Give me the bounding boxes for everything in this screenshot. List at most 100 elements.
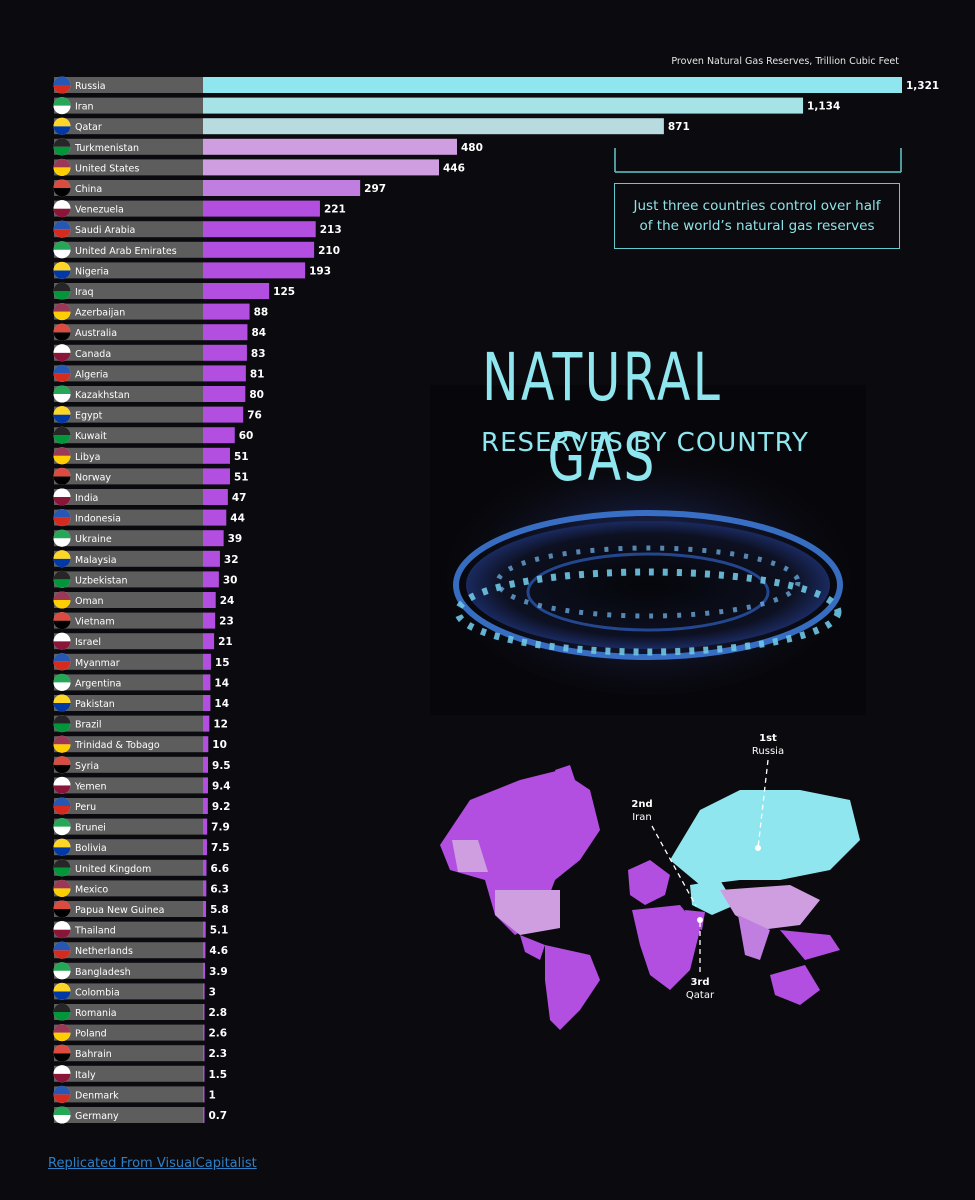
flag-icon-algeria bbox=[53, 364, 71, 382]
bar-row-pakistan: Pakistan 14 bbox=[53, 694, 229, 712]
flag-lower-saudi-arabia bbox=[53, 229, 71, 238]
flag-icon-uzbekistan bbox=[53, 570, 71, 588]
map-country-qatar: Qatar bbox=[685, 990, 715, 1001]
category-label-denmark: Denmark bbox=[75, 1090, 119, 1101]
bar-nigeria bbox=[203, 262, 306, 279]
flag-lower-qatar bbox=[53, 126, 71, 135]
category-label-vietnam: Vietnam bbox=[75, 617, 115, 628]
value-label-syria: 9.5 bbox=[212, 760, 231, 772]
category-label-united-states: United States bbox=[75, 163, 139, 174]
bar-indonesia bbox=[203, 509, 227, 526]
bar-canada bbox=[203, 344, 247, 361]
category-label-united-arab-emirates: United Arab Emirates bbox=[75, 246, 177, 257]
category-label-bg-canada bbox=[54, 344, 203, 361]
bar-uzbekistan bbox=[203, 571, 219, 588]
bar-row-united-kingdom: United Kingdom 6.6 bbox=[53, 859, 229, 877]
category-label-uzbekistan: Uzbekistan bbox=[75, 575, 127, 586]
category-label-bg-peru bbox=[54, 798, 203, 814]
bar-row-egypt: Egypt 76 bbox=[53, 406, 262, 424]
flag-icon-poland bbox=[53, 1024, 71, 1042]
bar-iran bbox=[203, 97, 804, 114]
flag-upper-bolivia bbox=[53, 838, 71, 848]
bar-row-algeria: Algeria 81 bbox=[53, 364, 264, 382]
category-label-bg-trinidad-tobago bbox=[54, 736, 203, 753]
flag-upper-vietnam bbox=[53, 612, 71, 621]
category-label-algeria: Algeria bbox=[75, 369, 108, 380]
bar-row-united-arab-emirates: United Arab Emirates 210 bbox=[53, 241, 340, 259]
flag-lower-australia bbox=[53, 332, 71, 341]
bar-row-trinidad-tobago: Trinidad & Tobago 10 bbox=[53, 735, 227, 753]
flag-lower-vietnam bbox=[53, 620, 71, 630]
map-rank-iran: 2nd bbox=[631, 799, 653, 810]
value-label-brazil: 12 bbox=[213, 719, 228, 731]
bar-iraq bbox=[203, 283, 270, 299]
bar-thailand bbox=[203, 921, 206, 938]
category-label-india: India bbox=[75, 493, 98, 504]
flag-icon-mexico bbox=[53, 879, 71, 897]
category-label-bg-mexico bbox=[54, 880, 203, 897]
category-label-bg-kuwait bbox=[54, 427, 203, 444]
flag-icon-argentina bbox=[53, 673, 71, 691]
flag-icon-trinidad-tobago bbox=[53, 735, 71, 753]
flag-icon-australia bbox=[53, 323, 71, 341]
flag-upper-norway bbox=[53, 467, 71, 477]
flag-upper-thailand bbox=[53, 921, 71, 930]
category-label-bg-kazakhstan bbox=[54, 386, 203, 402]
category-label-bg-nigeria bbox=[54, 262, 203, 279]
flag-lower-china bbox=[53, 188, 71, 197]
value-label-italy: 1.5 bbox=[209, 1069, 228, 1081]
flag-icon-qatar bbox=[53, 117, 71, 135]
category-label-ukraine: Ukraine bbox=[75, 534, 112, 545]
bar-united-states bbox=[203, 159, 439, 176]
flag-upper-saudi-arabia bbox=[53, 220, 71, 230]
value-label-united-arab-emirates: 210 bbox=[318, 245, 340, 257]
category-label-china: China bbox=[75, 184, 102, 195]
bar-row-myanmar: Myanmar 15 bbox=[53, 653, 230, 671]
category-label-iran: Iran bbox=[75, 102, 94, 113]
flag-icon-united-states bbox=[53, 158, 71, 176]
value-label-ukraine: 39 bbox=[228, 533, 243, 545]
flag-icon-russia bbox=[53, 76, 71, 94]
bar-pakistan bbox=[203, 695, 211, 711]
bar-qatar bbox=[203, 118, 664, 135]
bars-layer: Russia 1,321 Iran 1,134 Qatar 871 Turkmenistan… bbox=[53, 76, 939, 1124]
category-label-qatar: Qatar bbox=[75, 122, 102, 133]
value-label-malaysia: 32 bbox=[224, 554, 239, 566]
category-label-bg-poland bbox=[54, 1024, 203, 1041]
flag-upper-brunei bbox=[53, 818, 71, 827]
value-label-norway: 51 bbox=[234, 471, 249, 483]
flag-lower-indonesia bbox=[53, 517, 71, 527]
bar-denmark bbox=[203, 1086, 205, 1103]
flag-lower-ukraine bbox=[53, 538, 71, 547]
flag-lower-malaysia bbox=[53, 558, 71, 568]
flag-icon-canada bbox=[53, 344, 71, 362]
flag-icon-india bbox=[53, 488, 71, 506]
flag-upper-ukraine bbox=[53, 529, 71, 539]
flag-lower-bangladesh bbox=[53, 970, 71, 980]
bar-row-united-states: United States 446 bbox=[53, 158, 465, 176]
flag-icon-libya bbox=[53, 447, 71, 465]
bar-row-kazakhstan: Kazakhstan 80 bbox=[53, 385, 264, 403]
bar-row-yemen: Yemen 9.4 bbox=[53, 776, 231, 794]
flag-upper-bangladesh bbox=[53, 962, 71, 971]
source-link[interactable]: Replicated From VisualCapitalist bbox=[48, 1156, 257, 1171]
bar-row-bahrain: Bahrain 2.3 bbox=[53, 1044, 227, 1062]
bar-row-italy: Italy 1.5 bbox=[53, 1065, 228, 1083]
flag-upper-malaysia bbox=[53, 550, 71, 559]
category-label-bg-vietnam bbox=[54, 612, 203, 629]
category-label-bg-ukraine bbox=[54, 530, 203, 547]
category-label-germany: Germany bbox=[75, 1111, 119, 1122]
category-label-egypt: Egypt bbox=[75, 411, 103, 422]
flag-lower-russia bbox=[53, 85, 71, 94]
flag-upper-uzbekistan bbox=[53, 570, 71, 580]
flag-upper-iraq bbox=[53, 282, 71, 291]
flag-upper-brazil bbox=[53, 715, 71, 724]
category-label-norway: Norway bbox=[75, 472, 111, 483]
bar-row-brazil: Brazil 12 bbox=[53, 715, 228, 733]
bar-syria bbox=[203, 756, 209, 773]
bar-saudi-arabia bbox=[203, 221, 316, 238]
category-label-thailand: Thailand bbox=[74, 926, 116, 937]
flag-lower-united-kingdom bbox=[53, 867, 71, 877]
category-label-bg-bolivia bbox=[54, 839, 203, 856]
bar-azerbaijan bbox=[203, 303, 250, 320]
